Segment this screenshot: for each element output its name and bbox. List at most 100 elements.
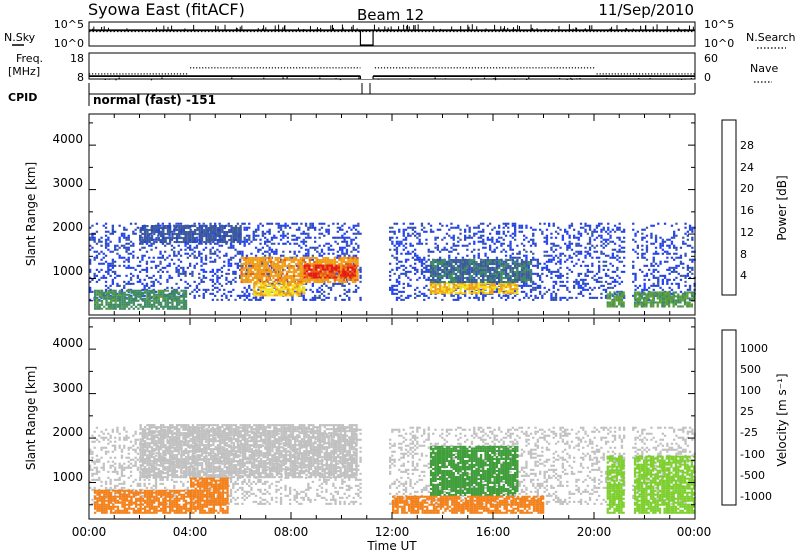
heatmap-cell xyxy=(178,297,181,300)
heatmap-cell xyxy=(452,282,455,285)
heatmap-cell xyxy=(652,282,655,285)
heatmap-cell xyxy=(109,284,112,287)
heatmap-cell xyxy=(159,268,162,271)
heatmap-cell xyxy=(270,271,273,274)
heatmap-cell xyxy=(95,280,99,283)
heatmap-cell xyxy=(684,222,687,225)
heatmap-cell xyxy=(395,236,399,239)
heatmap-cell xyxy=(588,240,592,243)
heatmap-cell xyxy=(344,276,347,279)
heatmap-cell xyxy=(284,242,287,245)
heatmap-cell xyxy=(498,284,501,287)
heatmap-cell xyxy=(425,264,428,267)
heatmap-cell xyxy=(314,226,317,229)
heatmap-cell xyxy=(309,226,312,229)
heatmap-cell xyxy=(216,286,219,289)
heatmap-cell xyxy=(679,290,683,293)
heatmap-cell xyxy=(141,246,144,249)
heatmap-cell xyxy=(335,261,339,264)
nave-point xyxy=(305,67,307,69)
heatmap-cell xyxy=(404,258,408,261)
heatmap-cell xyxy=(398,282,401,285)
nave-point xyxy=(329,67,331,69)
heatmap-cell xyxy=(584,254,587,257)
heatmap-cell xyxy=(286,280,289,283)
heatmap-cell xyxy=(557,260,560,263)
heatmap-cell xyxy=(634,284,637,287)
heatmap-cell xyxy=(573,252,576,255)
heatmap-cell xyxy=(286,240,289,243)
heatmap-cell xyxy=(150,299,154,302)
nave-point xyxy=(496,67,498,69)
heatmap-cell xyxy=(343,284,346,287)
heatmap-cell xyxy=(568,246,571,249)
heatmap-cell xyxy=(532,286,535,289)
nave-point xyxy=(638,73,641,75)
heatmap-cell xyxy=(292,275,296,278)
heatmap-cell xyxy=(670,270,674,273)
heatmap-cell xyxy=(173,246,176,249)
heatmap-cell xyxy=(357,286,360,289)
heatmap-cell xyxy=(641,252,644,255)
heatmap-cell xyxy=(457,286,460,289)
nave-point xyxy=(620,73,622,75)
nave-point xyxy=(586,67,589,69)
heatmap-cell xyxy=(675,266,678,269)
heatmap-cell xyxy=(285,259,289,262)
heatmap-cell xyxy=(489,290,492,293)
heatmap-cell xyxy=(470,288,474,291)
heatmap-cell xyxy=(321,272,325,275)
freq-scatter xyxy=(319,77,321,79)
heatmap-cell xyxy=(491,240,494,243)
heatmap-cell xyxy=(110,301,113,304)
heatmap-cell xyxy=(268,232,271,235)
heatmap-cell xyxy=(545,254,549,257)
heatmap-cell xyxy=(300,246,303,249)
heatmap-cell xyxy=(103,295,106,298)
heatmap-cell xyxy=(311,290,314,293)
heatmap-cell xyxy=(342,268,345,271)
heatmap-cell xyxy=(489,248,492,251)
heatmap-cell xyxy=(493,284,496,287)
heatmap-cell xyxy=(171,289,174,292)
heatmap-cell xyxy=(600,240,603,243)
heatmap-cell xyxy=(398,296,401,299)
heatmap-cell xyxy=(267,261,271,264)
nave-point xyxy=(666,73,668,75)
heatmap-cell xyxy=(340,265,343,268)
heatmap-cell xyxy=(247,281,250,284)
heatmap-cell xyxy=(111,250,114,253)
heatmap-cell xyxy=(127,238,130,241)
heatmap-cell xyxy=(613,284,617,287)
heatmap-cell xyxy=(439,284,442,287)
heatmap-cell xyxy=(568,242,571,245)
heatmap-cell xyxy=(227,222,230,225)
heatmap-cell xyxy=(489,286,492,289)
heatmap-cell xyxy=(308,272,311,275)
heatmap-cell xyxy=(184,289,188,292)
heatmap-cell xyxy=(164,301,167,304)
heatmap-cell xyxy=(154,238,158,241)
heatmap-cell xyxy=(300,292,303,295)
heatmap-cell xyxy=(356,263,359,266)
heatmap-cell xyxy=(173,230,176,233)
heatmap-cell xyxy=(91,246,94,249)
heatmap-cell xyxy=(425,278,428,281)
heatmap-cell xyxy=(595,280,599,283)
heatmap-cell xyxy=(320,292,324,295)
heatmap-cell xyxy=(141,282,144,285)
heatmap-cell xyxy=(600,228,603,231)
heatmap-cell xyxy=(251,263,255,266)
heatmap-cell xyxy=(661,248,664,251)
heatmap-cell xyxy=(525,254,528,257)
heatmap-cell xyxy=(198,254,201,257)
heatmap-cell xyxy=(686,268,689,271)
heatmap-cell xyxy=(322,281,325,284)
heatmap-cell xyxy=(273,252,276,255)
heatmap-cell xyxy=(523,290,526,293)
heatmap-cell xyxy=(173,291,176,294)
heatmap-cell xyxy=(436,271,439,274)
heatmap-cell xyxy=(209,222,212,225)
heatmap-cell xyxy=(489,282,492,285)
heatmap-cell xyxy=(450,290,453,293)
